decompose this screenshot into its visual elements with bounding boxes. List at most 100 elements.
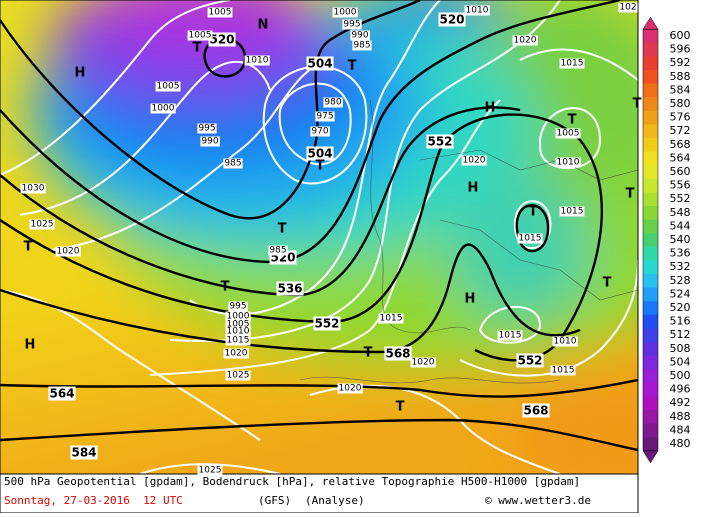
geopotential-label-box [70, 445, 98, 460]
pressure-label-box [187, 30, 213, 41]
pressure-label-box [29, 219, 55, 230]
pressure-label-box [150, 103, 176, 114]
pressure-label-box [244, 55, 270, 66]
pressure-label: 990 [351, 31, 368, 41]
pressure-label-group: 1005 [207, 7, 233, 18]
isobars [0, 0, 638, 474]
geopotential-label: 552 [314, 317, 339, 331]
pressure-label-box [225, 311, 251, 322]
color-scale-label: 528 [670, 274, 691, 287]
pressure-label: 1005 [227, 320, 250, 330]
color-swatch [643, 260, 658, 275]
pressure-label: 1010 [246, 56, 269, 66]
color-swatch [643, 410, 658, 425]
pressure-label: 1025 [31, 220, 54, 230]
pressure-label-group: 1010 [555, 157, 581, 168]
pressure-label-box [223, 158, 243, 169]
color-swatch [643, 56, 658, 71]
pressure-label-box [559, 206, 585, 217]
pressure-label: 1000 [152, 104, 175, 114]
pressure-label-group: 975 [315, 111, 335, 122]
pressure-label: 970 [311, 127, 328, 137]
pressure-center-marker: T [348, 59, 357, 74]
pressure-label: 1020 [57, 247, 80, 257]
color-scale-label: 496 [670, 383, 691, 396]
pressure-label: 1015 [519, 234, 542, 244]
color-swatch [643, 206, 658, 221]
pressure-label: 1020 [412, 358, 435, 368]
pressure-label-group: 995 [228, 301, 248, 312]
color-scale-label: 484 [670, 423, 691, 436]
pressure-label-group: 1000 [332, 7, 358, 18]
pressure-label-box [337, 383, 363, 394]
pressure-label: 1020 [463, 156, 486, 166]
color-swatch [643, 29, 658, 44]
pressure-label-group: 1020 [461, 155, 487, 166]
color-scale-label: 512 [670, 328, 691, 341]
geopotential-label: 564 [49, 387, 74, 401]
pressure-center-marker: T [396, 400, 405, 415]
pressure-label: 980 [324, 98, 341, 108]
color-swatch [643, 301, 658, 316]
pressure-label-group: 1000 [225, 311, 251, 322]
pressure-label: 995 [343, 20, 360, 30]
pressure-label-group: 1025 [29, 219, 55, 230]
color-scale-label: 584 [670, 83, 691, 96]
pressure-label-box [350, 30, 370, 41]
pressure-label-group: 102 [618, 2, 638, 13]
pressure-label: 1020 [225, 349, 248, 359]
pressure-center-marker: H [468, 181, 479, 196]
pressure-label-group: 980 [323, 97, 343, 108]
pressure-label: 1030 [22, 184, 45, 194]
pressure-label-box [207, 7, 233, 18]
pressure-label: 1000 [227, 312, 250, 322]
geopotential-label-group: 520 [208, 32, 236, 47]
color-scale-label: 600 [670, 29, 691, 42]
pressure-label-group: 1020 [223, 348, 249, 359]
pressure-label: 1010 [466, 6, 489, 16]
pressure-label-box [268, 245, 288, 256]
color-scale-label: 536 [670, 247, 691, 260]
geopotential-label-box [276, 281, 304, 296]
pressure-center-marker: T [529, 205, 538, 220]
pressure-label-group: 1010 [464, 5, 490, 16]
geopotential-label-box [516, 353, 544, 368]
geopotential-label-box [438, 12, 466, 27]
pressure-label-box [197, 123, 217, 134]
geopotential-label: 520 [439, 13, 464, 27]
color-scale-label: 516 [670, 315, 691, 328]
color-swatch [643, 124, 658, 139]
color-swatch [643, 437, 658, 452]
color-swatch [643, 192, 658, 207]
pressure-center-marker: H [75, 66, 86, 81]
footer [0, 473, 639, 514]
geopotential-label-group: 568 [522, 403, 550, 418]
footer-date: Sonntag, 27-03-2016 12 UTC [4, 494, 183, 507]
geopotential-lines [0, 0, 638, 452]
geopotential-label: 584 [71, 446, 96, 460]
pressure-center-marker: T [193, 41, 202, 56]
pressure-label-box [552, 336, 578, 347]
pressure-label: 985 [353, 41, 370, 51]
pressure-label: 975 [316, 112, 333, 122]
pressure-label-group: 1015 [497, 330, 523, 341]
color-swatch [643, 342, 658, 357]
pressure-label-box [332, 7, 358, 18]
color-scale-label: 568 [670, 138, 691, 151]
pressure-label-box [378, 313, 404, 324]
pressure-label-group: 985 [268, 245, 288, 256]
pressure-label: 1025 [199, 466, 222, 476]
pressure-label: 1005 [557, 129, 580, 139]
pressure-label-group: 990 [200, 136, 220, 147]
pressure-label-group: 985 [352, 40, 372, 51]
color-scale: 6005965925885845805765725685645605565525… [642, 16, 691, 464]
pressure-label: 1015 [227, 336, 250, 346]
pressure-label-group: 985 [223, 158, 243, 169]
pressure-label-box [225, 326, 251, 337]
pressure-center-marker: N [258, 18, 269, 33]
pressure-label-group: 1015 [225, 335, 251, 346]
color-scale-label: 552 [670, 192, 691, 205]
pressure-label-box [559, 58, 585, 69]
color-scale-label: 508 [670, 342, 691, 355]
pressure-label-box [223, 348, 249, 359]
